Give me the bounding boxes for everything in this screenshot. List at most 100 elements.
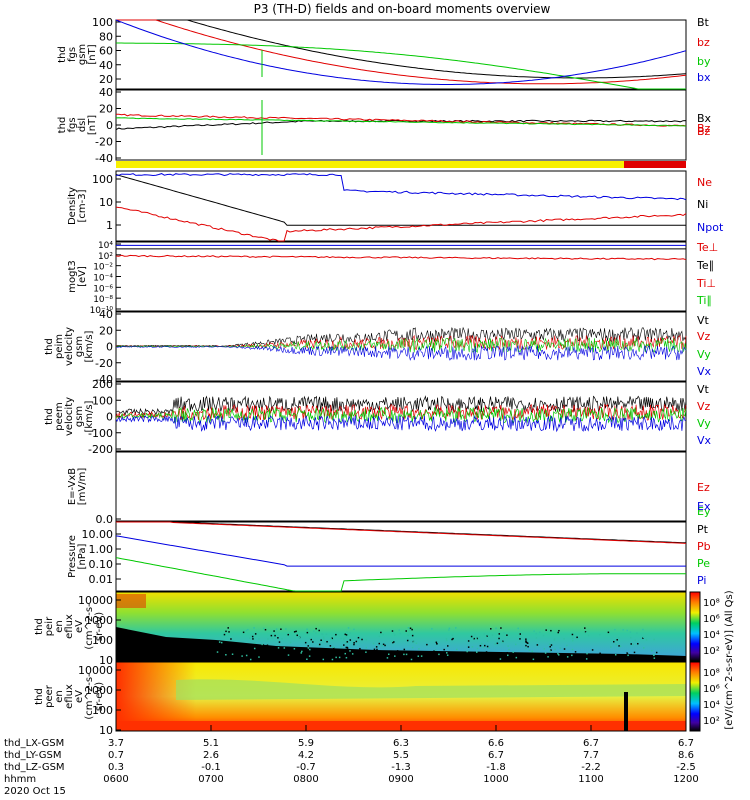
speckle [392,632,395,634]
speckle [585,631,588,634]
x-tick-lz: -1.8 [486,762,506,773]
y-axis-label: [mV/m] [77,468,88,506]
x-tick-hhmm: 0800 [293,774,318,785]
speckle [318,643,321,646]
y-axis-label: eV [74,620,85,633]
speckle [543,648,546,650]
speckle [273,630,275,632]
speckle [461,657,464,660]
legend-npot: Npot [697,221,724,234]
speckle [475,638,478,640]
legend-pt: Pt [697,523,709,536]
speckle [420,655,423,657]
speckle [626,652,628,654]
speckle [632,643,634,646]
speckle [326,640,328,643]
speckle [245,629,248,632]
speckle [349,650,351,652]
speckle [645,638,648,641]
speckle [399,632,402,635]
speckle [502,640,504,643]
speckle [563,648,566,650]
speckle [356,655,358,658]
speckle [281,638,283,640]
series-teperp [115,254,687,261]
speckle [384,644,386,647]
y-axis-label: [eV] [77,266,88,287]
y-tick-label: 100 [92,394,113,407]
speckle [595,654,597,657]
speckle [272,656,274,659]
speckle [409,629,411,631]
y-axis-label: thd [57,117,68,134]
speckle [452,637,454,640]
speckle [300,657,303,659]
x-tick-hhmm: 1000 [483,774,508,785]
y-axis-label: Density [67,187,78,225]
y-axis-label: dsl [77,118,88,132]
speckle [307,645,309,647]
speckle [318,629,320,632]
speckle [486,640,489,642]
x-tick-lx: 6.6 [488,738,504,749]
speckle [507,645,509,647]
speckle [249,637,251,639]
speckle [228,631,230,633]
speckle [550,629,552,632]
speckle [496,642,499,645]
speckle [225,630,227,633]
y-tick-label: 40 [99,86,113,99]
speckle [331,658,334,661]
speckle [270,634,273,637]
speckle [361,638,363,641]
speckle [377,656,379,659]
speckle [320,639,322,642]
speckle [387,653,390,656]
speckle [365,651,367,653]
speckle [345,654,347,657]
speckle [280,628,282,630]
speckle [293,648,296,650]
x-tick-lx: 3.7 [108,738,124,749]
x-tick-lz: -0.7 [296,762,316,773]
speckle [393,634,396,636]
colorbar-tick: 10⁴ [703,700,720,711]
y-axis-label: [nPa] [77,543,88,569]
panel-density: 100 10 1 Density [cm-3] Ne Ni Npot [67,170,724,242]
speckle [626,629,628,632]
speckle [490,656,493,658]
speckle [544,652,547,654]
colorbar-tick: 10⁸ [703,598,720,609]
speckle [309,637,311,640]
x-row-label: hhmm [4,774,36,785]
speckle [517,652,520,655]
speckle [411,634,414,637]
speckle [514,643,517,646]
y-axis-label: eflux [64,684,75,709]
speckle [476,656,479,658]
y-tick-label: 40 [99,59,113,72]
speckle [381,644,383,647]
speckle [405,630,407,632]
speckle [424,651,426,653]
speckle [359,647,361,650]
panel-peim_velocity: 40 20 0 -20 -40 thd peim velocity gsm [km/s] Vt Vz V… [44,308,712,386]
speckle [431,657,433,660]
legend-pi: Pi [697,574,706,587]
speckle [433,650,435,652]
speckle [448,629,450,631]
speckle [216,658,219,661]
speckle [501,641,504,644]
speckle [345,636,347,638]
y-tick-label: 10⁴ [98,241,113,251]
speckle [346,641,349,643]
speckle [456,648,458,651]
speckle [296,634,299,637]
speckle [394,655,396,657]
x-tick-ly: 5.5 [393,750,409,761]
speckle [451,654,453,656]
speckle [473,637,475,640]
speckle [564,653,566,655]
speckle [535,637,538,639]
